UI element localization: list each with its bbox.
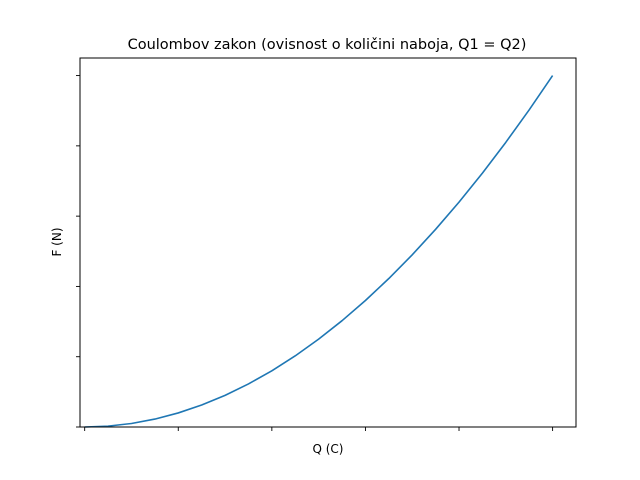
plot-area — [84, 75, 554, 428]
y-axis-label: F (N) — [50, 227, 64, 256]
chart-title: Coulombov zakon (ovisnost o količini nab… — [128, 37, 527, 53]
x-axis-ticks — [84, 427, 554, 431]
plot-frame — [79, 57, 577, 428]
x-axis-label: Q (C) — [312, 442, 343, 456]
series-line-0 — [84, 75, 554, 428]
y-axis-ticks — [76, 75, 80, 428]
